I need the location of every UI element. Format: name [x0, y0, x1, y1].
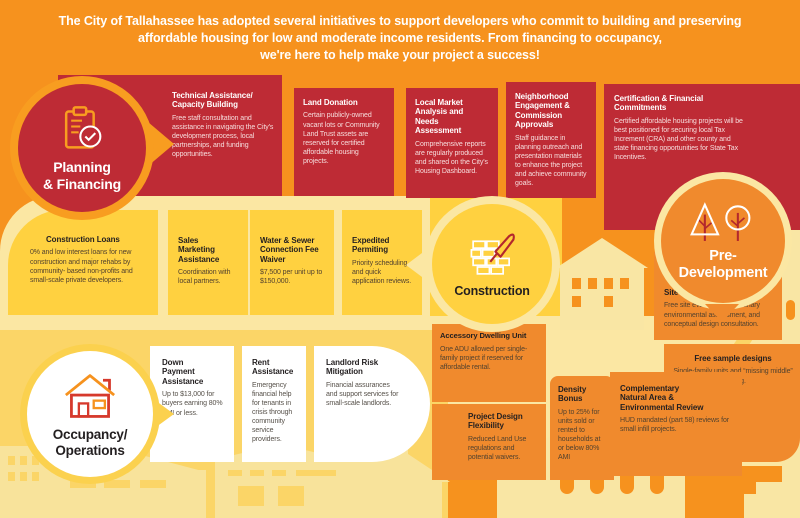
card-title: Free sample designs: [694, 354, 772, 363]
card-title: Accessory Dwelling Unit: [440, 331, 527, 340]
card-construction-loans: Construction Loans 0% and low interest l…: [8, 210, 158, 315]
card-rent-assistance: Rent Assistance Emergency financial help…: [242, 346, 306, 462]
card-project-design-flexibility: Project Design Flexibility Reduced Land …: [432, 404, 546, 480]
card-title: Sales Marketing Assistance: [178, 236, 220, 264]
card-body: Certified affordable housing projects wi…: [614, 117, 743, 162]
card-title: Technical Assistance/ Capacity Building: [172, 91, 253, 110]
banner: The City of Tallahassee has adopted seve…: [0, 0, 800, 70]
card-title: Down Payment Assistance: [162, 358, 204, 386]
card-body: Financial assurances and support service…: [326, 381, 399, 408]
phase-predevelopment-ring: Pre- Development: [654, 172, 792, 310]
card-body: Up to $13,000 for buyers earning 80% AMI…: [162, 391, 223, 417]
card-body: $7,500 per unit up to $150,000.: [260, 269, 323, 286]
card-body: Emergency financial help for tenants in …: [252, 381, 293, 444]
card-title: Certification & Financial Commitments: [614, 94, 704, 113]
phase-construction-circle: Construction: [432, 204, 552, 324]
clipboard-check-icon: [57, 104, 107, 159]
card-complementary-environmental-review: Complementary Natural Area & Environment…: [610, 372, 742, 476]
phase-occupancy-ring: Occupancy/ Operations: [20, 344, 160, 484]
construction-arrow: [406, 250, 426, 280]
house-icon: [60, 370, 120, 427]
card-body: Priority scheduling and quick applicatio…: [352, 259, 412, 286]
bricks-trowel-icon: [464, 231, 520, 284]
card-body: One ADU allowed per single-family projec…: [440, 345, 528, 372]
card-title: Local Market Analysis and Needs Assessme…: [415, 98, 464, 136]
phase-construction-label: Construction: [454, 283, 530, 298]
phase-occupancy-circle: Occupancy/ Operations: [27, 351, 153, 477]
card-sales-marketing: Sales Marketing Assistance Coordination …: [168, 210, 248, 315]
phase-construction-ring: Construction: [424, 196, 560, 332]
card-body: Certain publicly-owned vacant lots or Co…: [303, 112, 380, 165]
phase-planning-label: Planning & Financing: [43, 159, 121, 192]
phase-planning-ring: Planning & Financing: [10, 76, 154, 220]
card-landlord-risk-mitigation: Landlord Risk Mitigation Financial assur…: [314, 346, 430, 462]
card-title: Density Bonus: [558, 385, 587, 404]
card-title: Neighborhood Engagement & Commission App…: [515, 92, 570, 130]
card-title: Construction Loans: [46, 235, 120, 244]
phase-predevelopment-circle: Pre- Development: [661, 179, 785, 303]
card-body: Comprehensive reports are regularly prod…: [415, 140, 488, 176]
card-body: Staff guidance in planning outreach and …: [515, 134, 587, 188]
banner-text: The City of Tallahassee has adopted seve…: [58, 14, 742, 62]
card-land-donation: Land Donation Certain publicly-owned vac…: [294, 88, 394, 196]
card-local-market-analysis: Local Market Analysis and Needs Assessme…: [406, 88, 498, 198]
card-neighborhood-engagement: Neighborhood Engagement & Commission App…: [506, 82, 596, 198]
card-title: Landlord Risk Mitigation: [326, 358, 379, 377]
trees-icon: [690, 201, 756, 248]
card-title: Expedited Permiting: [352, 236, 390, 255]
card-water-sewer-waiver: Water & Sewer Connection Fee Waiver $7,5…: [250, 210, 334, 315]
card-title: Complementary Natural Area & Environment…: [620, 384, 704, 412]
card-title: Project Design Flexibility: [468, 412, 523, 431]
card-title: Land Donation: [303, 98, 358, 107]
card-body: 0% and low interest loans for new constr…: [30, 249, 133, 284]
phase-occupancy-label: Occupancy/ Operations: [52, 426, 128, 458]
phase-predevelopment-label: Pre- Development: [678, 248, 768, 281]
card-title: Rent Assistance: [252, 358, 294, 377]
card-body: Coordination with local partners.: [178, 269, 231, 286]
card-body: Free staff consultation and assistance i…: [172, 114, 274, 159]
card-body: Up to 25% for units sold or rented to ho…: [558, 408, 601, 462]
predevelopment-arrow: [705, 304, 739, 322]
card-accessory-dwelling-unit: Accessory Dwelling Unit One ADU allowed …: [432, 324, 546, 402]
card-body: HUD mandated (part 58) reviews for small…: [620, 417, 730, 434]
phase-planning-circle: Planning & Financing: [18, 84, 146, 212]
card-density-bonus: Density Bonus Up to 25% for units sold o…: [550, 376, 614, 480]
card-title: Water & Sewer Connection Fee Waiver: [260, 236, 319, 264]
card-body: Reduced Land Use regulations and potenti…: [468, 435, 527, 462]
